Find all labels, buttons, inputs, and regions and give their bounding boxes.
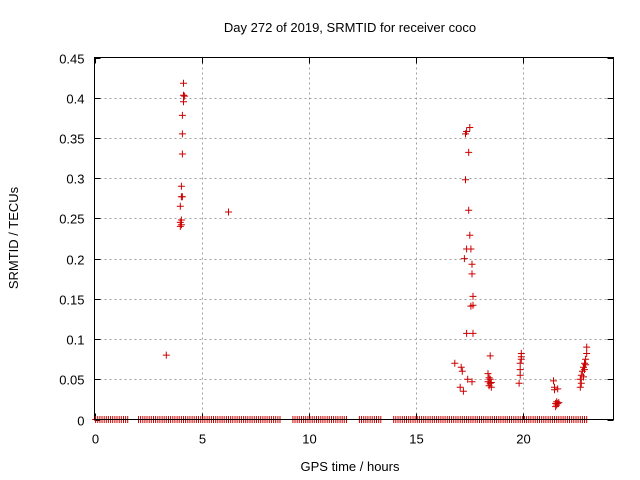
data-point <box>225 208 232 216</box>
y-tick-label: 0.2 <box>66 253 84 268</box>
data-point <box>464 375 472 383</box>
data-point <box>468 270 476 278</box>
data-point <box>468 378 476 386</box>
y-tick-labels: 0 0.05 0.1 0.15 0.2 0.25 0.3 0.35 0.4 0.45 <box>59 52 84 429</box>
data-point <box>177 221 185 229</box>
y-tick-label: 0.1 <box>66 333 84 348</box>
data-point <box>457 363 465 371</box>
data-points <box>92 79 591 423</box>
data-point <box>451 359 459 367</box>
data-point <box>463 128 471 135</box>
data-point <box>178 130 186 138</box>
data-point <box>486 375 494 383</box>
data-point <box>554 385 562 393</box>
data-point <box>466 124 474 131</box>
data-point <box>468 260 476 268</box>
x-axis-label: GPS time / hours <box>301 459 400 474</box>
data-point <box>516 366 524 374</box>
data-point <box>555 399 563 407</box>
data-point <box>551 386 558 394</box>
y-tick-label: 0 <box>77 414 84 429</box>
data-point <box>176 222 184 230</box>
x-tick-labels: 0 5 10 15 20 <box>92 432 531 447</box>
data-point <box>465 206 473 214</box>
y-tick-label: 0.35 <box>59 132 84 147</box>
data-point <box>469 301 477 309</box>
data-point <box>467 245 475 253</box>
data-point <box>487 379 495 386</box>
data-point <box>554 399 562 407</box>
data-point <box>580 373 587 381</box>
data-point <box>462 176 469 184</box>
y-tick-label: 0.05 <box>59 373 84 388</box>
y-tick-label: 0.3 <box>66 172 84 187</box>
data-point <box>469 329 477 337</box>
data-point <box>177 182 185 190</box>
y-tick-label: 0.25 <box>59 212 84 227</box>
data-point <box>176 202 184 210</box>
x-tick-label: 0 <box>92 432 99 447</box>
axis-ticks <box>94 57 614 421</box>
y-axis-label: SRMTID / TECUs <box>6 186 21 289</box>
data-point <box>581 359 588 367</box>
data-point <box>485 374 493 382</box>
data-point <box>516 359 524 367</box>
data-point <box>460 255 468 263</box>
data-point <box>456 383 464 391</box>
data-point <box>181 92 189 100</box>
chart-title: Day 272 of 2019, SRMTID for receiver coc… <box>224 20 476 35</box>
data-point <box>162 351 170 359</box>
data-point <box>484 370 492 378</box>
data-point <box>178 150 186 158</box>
data-point <box>515 379 523 387</box>
data-point <box>577 379 585 387</box>
data-point <box>463 329 471 337</box>
data-point <box>583 343 591 351</box>
data-point <box>465 148 473 156</box>
data-point <box>581 366 588 374</box>
x-tick-label: 10 <box>302 432 316 447</box>
data-point <box>486 352 494 360</box>
x-tick-label: 20 <box>516 432 530 447</box>
data-point <box>582 355 590 363</box>
data-point <box>180 98 187 106</box>
data-point <box>576 383 584 391</box>
data-point <box>180 79 187 87</box>
data-point <box>178 193 186 201</box>
data-point <box>583 350 591 357</box>
y-tick-label: 0.45 <box>59 52 84 67</box>
data-point <box>550 377 557 385</box>
data-point <box>178 111 186 119</box>
y-tick-label: 0.4 <box>66 92 84 107</box>
grid-lines <box>94 57 614 420</box>
y-tick-label: 0.15 <box>59 293 84 308</box>
data-point <box>458 367 466 375</box>
x-tick-label: 15 <box>409 432 423 447</box>
data-point <box>469 292 477 300</box>
plot-frame <box>94 57 614 420</box>
data-point <box>180 91 187 99</box>
data-point <box>459 387 467 395</box>
x-tick-label: 5 <box>199 432 206 447</box>
data-point <box>517 353 525 361</box>
data-point <box>466 231 474 239</box>
